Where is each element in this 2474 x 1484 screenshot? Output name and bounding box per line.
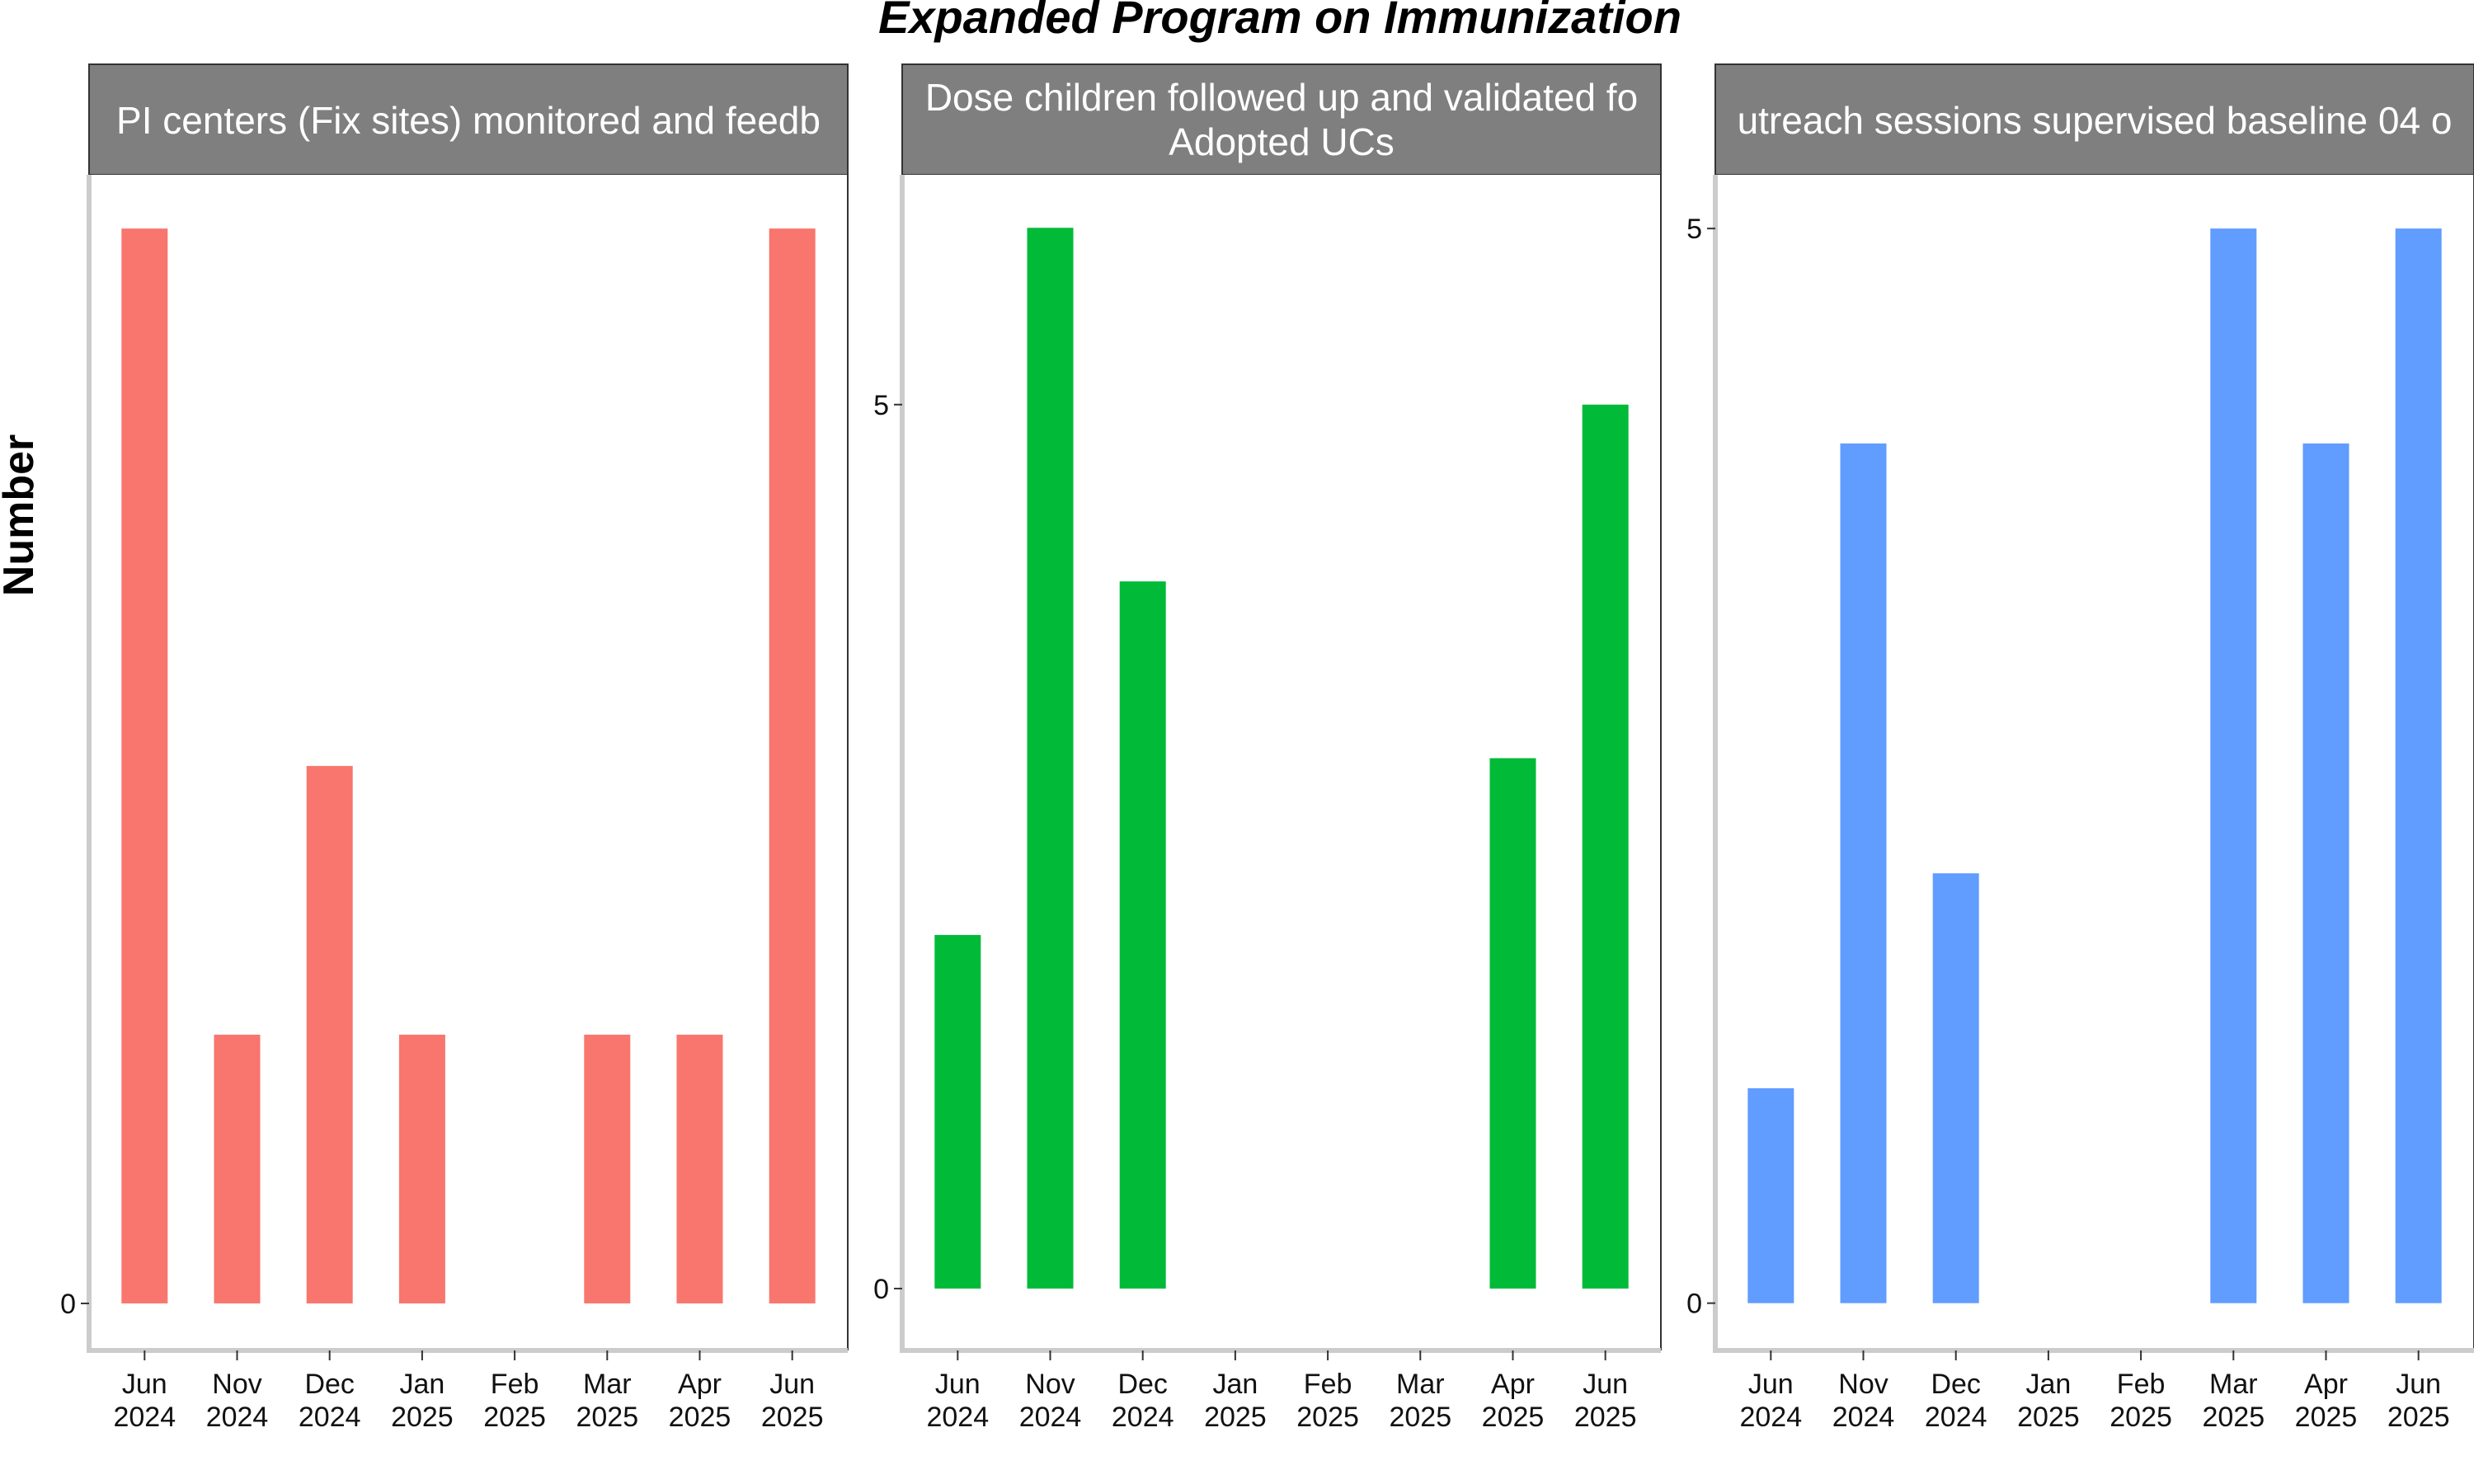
x-tick-label: Dec xyxy=(304,1369,354,1400)
x-tick-label: Apr xyxy=(2304,1369,2348,1400)
x-tick-label: 2024 xyxy=(206,1402,269,1433)
facet-strip-label: Adopted UCs xyxy=(1169,120,1395,163)
facet-panel-3: utreach sessions supervised baseline 04 … xyxy=(1686,63,2474,1433)
facet-strip xyxy=(1714,63,2474,176)
x-tick-label: 2025 xyxy=(2017,1402,2080,1433)
bar xyxy=(214,1035,261,1303)
facet-strip-label: PI centers (Fix sites) monitored and fee… xyxy=(116,99,821,142)
y-tick-label: 0 xyxy=(60,1289,76,1320)
x-tick-label: Jan xyxy=(1212,1369,1258,1400)
x-tick-label: Jan xyxy=(2025,1369,2071,1400)
x-tick-label: Nov xyxy=(1025,1369,1075,1400)
x-tick-label: 2025 xyxy=(1482,1402,1545,1433)
facet-strip-label: utreach sessions supervised baseline 04 … xyxy=(1738,99,2453,142)
x-tick-label: 2025 xyxy=(669,1402,731,1433)
x-tick-label: 2024 xyxy=(1019,1402,1082,1433)
bar xyxy=(306,766,353,1303)
bar xyxy=(1932,873,1979,1303)
x-tick-label: Jun xyxy=(122,1369,167,1400)
bar xyxy=(769,228,816,1303)
x-tick-label: 2025 xyxy=(1204,1402,1267,1433)
x-tick-label: 2025 xyxy=(576,1402,638,1433)
facet-strip xyxy=(88,63,849,176)
x-tick-label: Nov xyxy=(212,1369,261,1400)
x-tick-label: Dec xyxy=(1931,1369,1980,1400)
bar xyxy=(584,1035,631,1303)
x-tick-label: Jun xyxy=(1748,1369,1794,1400)
plot-area xyxy=(1715,175,2474,1350)
x-tick-label: Feb xyxy=(491,1369,539,1400)
y-tick-label: 0 xyxy=(1686,1289,1702,1320)
bar xyxy=(121,228,168,1303)
bar xyxy=(934,935,981,1289)
x-tick-label: Mar xyxy=(2209,1369,2258,1400)
x-tick-label: 2024 xyxy=(1739,1402,1802,1433)
x-tick-label: 2024 xyxy=(926,1402,989,1433)
bar xyxy=(1747,1087,1794,1303)
plot-area xyxy=(902,175,1661,1350)
y-tick-label: 5 xyxy=(1686,214,1702,245)
x-tick-label: 2025 xyxy=(1296,1402,1359,1433)
facet-strip xyxy=(901,63,1662,176)
x-tick-label: Jan xyxy=(399,1369,444,1400)
x-tick-label: 2025 xyxy=(2295,1402,2358,1433)
x-tick-label: 2024 xyxy=(299,1402,361,1433)
x-tick-label: Dec xyxy=(1117,1369,1167,1400)
x-tick-label: 2024 xyxy=(1925,1402,1987,1433)
x-tick-label: 2025 xyxy=(391,1402,454,1433)
facet-panel-2: Dose children followed up and validated … xyxy=(873,63,1662,1433)
x-tick-label: 2025 xyxy=(2109,1402,2172,1433)
x-tick-label: Nov xyxy=(1838,1369,1888,1400)
y-tick-label: 0 xyxy=(873,1274,889,1305)
bar xyxy=(1582,404,1629,1289)
bar xyxy=(1840,443,1887,1303)
x-tick-label: Jun xyxy=(935,1369,981,1400)
x-tick-label: Jun xyxy=(2396,1369,2441,1400)
bar xyxy=(2302,443,2349,1303)
bar xyxy=(1027,228,1074,1289)
x-tick-label: 2025 xyxy=(761,1402,824,1433)
x-tick-label: Apr xyxy=(678,1369,722,1400)
bar xyxy=(1119,581,1166,1289)
x-tick-label: 2025 xyxy=(2387,1402,2450,1433)
x-tick-label: 2025 xyxy=(2202,1402,2265,1433)
facet-panels: PI centers (Fix sites) monitored and fee… xyxy=(60,63,2474,1433)
x-tick-label: 2025 xyxy=(1574,1402,1637,1433)
x-tick-label: Jun xyxy=(769,1369,815,1400)
x-tick-label: 2024 xyxy=(1112,1402,1174,1433)
bar xyxy=(2395,228,2442,1303)
bar xyxy=(2210,228,2257,1303)
y-axis-label: Number xyxy=(0,434,43,596)
x-tick-label: 2025 xyxy=(483,1402,546,1433)
x-tick-label: 2025 xyxy=(1389,1402,1451,1433)
x-tick-label: Mar xyxy=(1396,1369,1445,1400)
chart-title: Expanded Program on Immunization xyxy=(878,0,1681,43)
y-tick-label: 5 xyxy=(873,390,889,421)
facet-panel-1: PI centers (Fix sites) monitored and fee… xyxy=(60,63,849,1433)
x-tick-label: 2024 xyxy=(1832,1402,1895,1433)
bar xyxy=(398,1035,445,1303)
x-tick-label: Apr xyxy=(1491,1369,1535,1400)
x-tick-label: Feb xyxy=(2117,1369,2166,1400)
plot-area xyxy=(89,175,848,1350)
x-tick-label: Feb xyxy=(1304,1369,1352,1400)
bar xyxy=(676,1035,723,1303)
bar xyxy=(1489,758,1536,1289)
facet-strip-label: Dose children followed up and validated … xyxy=(925,76,1638,119)
x-tick-label: Mar xyxy=(583,1369,632,1400)
x-tick-label: Jun xyxy=(1583,1369,1628,1400)
x-tick-label: 2024 xyxy=(113,1402,176,1433)
